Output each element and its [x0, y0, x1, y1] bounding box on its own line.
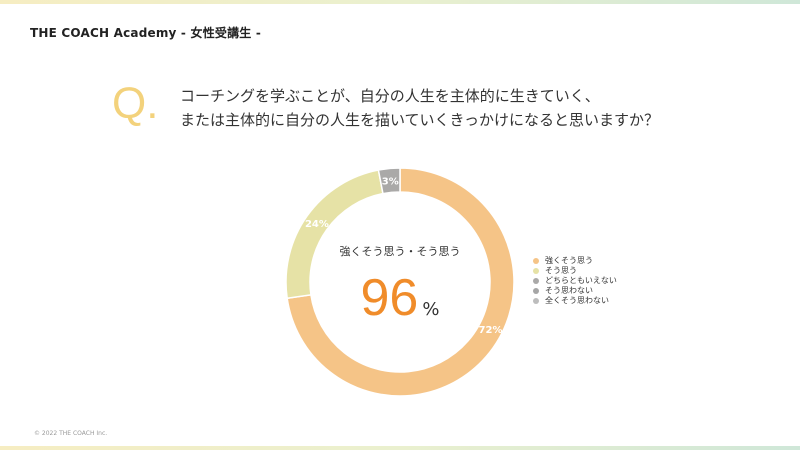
donut-slices	[285, 167, 515, 397]
legend-item-4: そう思わない	[533, 286, 617, 296]
top-gradient-bar	[0, 0, 800, 4]
donut-slice-1	[286, 167, 515, 397]
chart-legend: 強くそう思う そう思う どちらともいえない そう思わない 全くそう思わない	[533, 256, 617, 306]
summary-label: 強くそう思う・そう思う	[339, 245, 461, 258]
data-label-3: 3%	[382, 176, 399, 187]
legend-item-2: そう思う	[533, 266, 617, 276]
donut-slice-3	[377, 167, 401, 195]
copyright-text: © 2022 THE COACH Inc.	[34, 430, 108, 437]
question-line-2: または主体的に自分の人生を描いていくきっかけになると思いますか？	[180, 111, 659, 129]
legend-label: 全くそう思わない	[545, 296, 609, 305]
legend-item-3: どちらともいえない	[533, 276, 617, 286]
legend-swatch	[533, 278, 539, 284]
question-line-1: コーチングを学ぶことが、自分の人生を主体的に生きていく、	[180, 87, 600, 105]
legend-swatch	[533, 288, 539, 294]
summary-number: 96	[360, 269, 419, 327]
data-label-2: 24%	[305, 219, 329, 230]
legend-swatch	[533, 258, 539, 264]
donut-data-labels: 72% 24% 3%	[305, 176, 503, 336]
question-text: コーチングを学ぶことが、自分の人生を主体的に生きていく、 または主体的に自分の人…	[180, 84, 659, 132]
data-label-1: 72%	[479, 325, 503, 336]
legend-label: そう思う	[545, 266, 577, 275]
question-mark-label: Q.	[112, 79, 159, 128]
legend-item-5: 全くそう思わない	[533, 296, 617, 306]
legend-item-1: 強くそう思う	[533, 256, 617, 266]
legend-label: 強くそう思う	[545, 256, 593, 265]
legend-swatch	[533, 298, 539, 304]
summary-value: 96%	[300, 268, 500, 328]
legend-label: どちらともいえない	[545, 276, 617, 285]
legend-swatch	[533, 268, 539, 274]
bottom-gradient-bar	[0, 446, 800, 450]
page-title: THE COACH Academy - 女性受講生 -	[30, 26, 262, 40]
summary-unit: %	[422, 299, 440, 320]
legend-label: そう思わない	[545, 286, 593, 295]
